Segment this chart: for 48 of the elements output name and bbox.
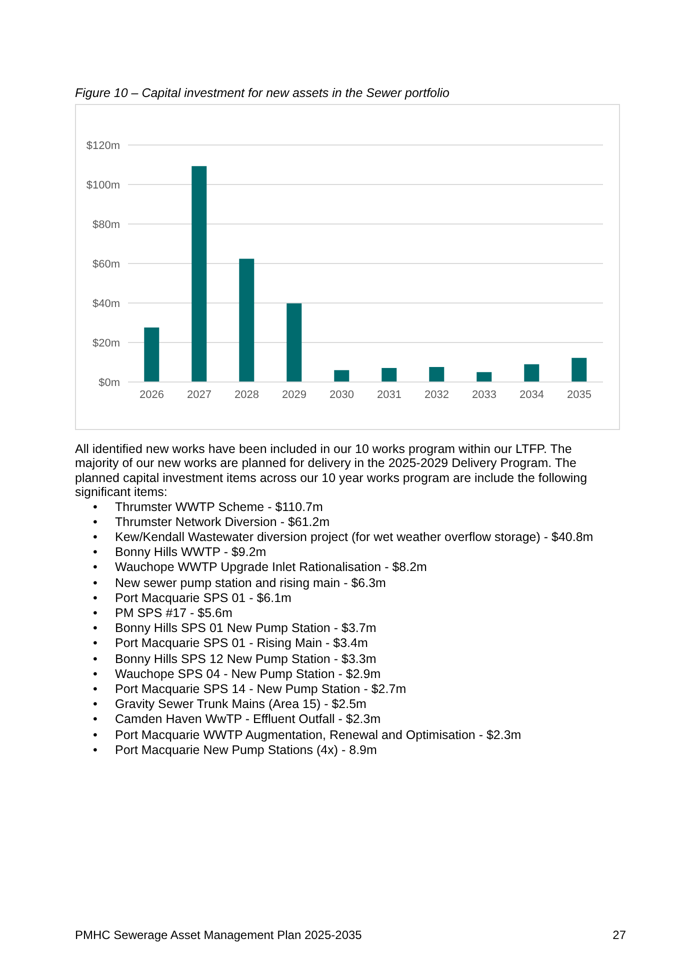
bar xyxy=(286,303,302,382)
x-tick-label: 2035 xyxy=(567,388,592,401)
bar xyxy=(334,370,350,382)
y-tick-label: $0m xyxy=(98,376,120,389)
text: • Bonny Hills SPS 12 New Pump Station - $3.3m xyxy=(93,652,376,666)
bar xyxy=(476,372,492,382)
x-tick-label: 2034 xyxy=(520,388,544,401)
x-tick-label: 2029 xyxy=(282,388,306,401)
bar xyxy=(524,364,540,382)
x-tick-label: 2030 xyxy=(330,388,354,401)
bar xyxy=(429,366,444,382)
text: • Port Macquarie SPS 14 - New Pump Station - $2.7m xyxy=(93,682,406,696)
text: • Wauchope WWTP Upgrade Inlet Rationalisation - $8.2m xyxy=(93,560,427,574)
x-tick-label: 2033 xyxy=(472,388,496,401)
text: • Bonny Hills WWTP - $9.2m xyxy=(93,545,266,560)
text: 27 xyxy=(612,928,626,942)
x-tick-label: 2026 xyxy=(140,388,164,401)
bar xyxy=(192,166,207,382)
bar xyxy=(239,258,254,382)
text: • Camden Haven WwTP - Effluent Outfall - $2.3m xyxy=(93,712,381,726)
y-tick-label: $20m xyxy=(92,337,120,350)
bar xyxy=(382,368,397,382)
x-tick-label: 2027 xyxy=(187,388,212,401)
text: • PM SPS #17 - $5.6m xyxy=(93,606,232,620)
text: • Port Macquarie SPS 01 - Rising Main - $3.4m xyxy=(93,636,368,650)
y-tick-label: $120m xyxy=(86,140,120,152)
y-tick-label: $100m xyxy=(86,179,120,192)
y-tick-label: $80m xyxy=(92,218,120,231)
text: All identified new works have been included in our 10 works program within our LTFP. The majority of our new works are planned for delivery in the 2025-2029 Delivery Program. The planned capital investment items across our 10 year works program are include the following significant items: xyxy=(75,442,588,500)
text: • Thrumster Network Diversion - $61.2m xyxy=(93,514,330,529)
bar xyxy=(572,358,587,382)
text: • Gravity Sewer Trunk Mains (Area 15) - $2.5m xyxy=(93,697,366,712)
text: • Thrumster WWTP Scheme - $110.7m xyxy=(93,500,323,514)
text: • Wauchope SPS 04 - New Pump Station - $2.9m xyxy=(93,666,381,681)
text: • New sewer pump station and rising main - $6.3m xyxy=(93,576,386,590)
text: • Port Macquarie SPS 01 - $6.1m xyxy=(93,590,292,605)
text: • Port Macquarie New Pump Stations (4x) - 8.9m xyxy=(93,742,377,757)
text: PMHC Sewerage Asset Management Plan 2025-2035 xyxy=(75,928,362,942)
text: • Kew/Kendall Wastewater diversion project (for wet weather overflow storage) - $40.8m xyxy=(93,530,594,544)
text: • Port Macquarie WWTP Augmentation, Renewal and Optimisation - $2.3m xyxy=(93,728,522,742)
x-tick-label: 2032 xyxy=(424,388,449,401)
x-tick-label: 2031 xyxy=(377,388,402,401)
text: • Bonny Hills SPS 01 New Pump Station - $3.7m xyxy=(93,621,376,636)
bar xyxy=(144,327,160,382)
y-tick-label: $40m xyxy=(92,298,120,310)
y-tick-label: $60m xyxy=(92,258,120,270)
chart-title: Figure 10 – Capital investment for new assets in the Sewer portfolio xyxy=(75,86,450,101)
x-tick-label: 2028 xyxy=(234,388,259,401)
